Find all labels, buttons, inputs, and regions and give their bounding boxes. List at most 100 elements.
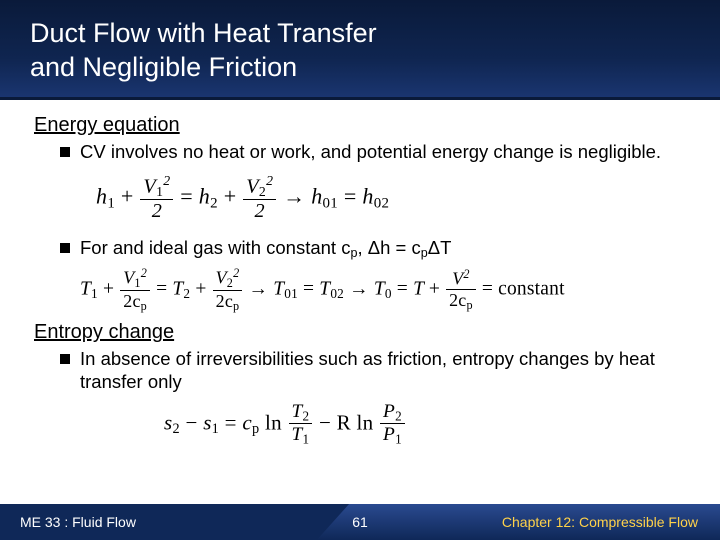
eq-sub: 2	[259, 184, 266, 199]
eq-den: 2	[243, 200, 276, 223]
eq-sub: 1	[303, 431, 310, 446]
eq-sym: h	[96, 183, 107, 208]
slide-title: Duct Flow with Heat Transfer and Negligi…	[30, 17, 690, 85]
eq-sym: T	[292, 401, 303, 422]
eq-minus: −	[185, 410, 203, 434]
page-number: 61	[352, 504, 368, 540]
arrow-icon: →	[248, 279, 273, 300]
eq-sym: T	[413, 279, 424, 300]
fraction: T2 T1	[289, 402, 313, 447]
footer-right: Chapter 12: Compressible Flow	[317, 504, 720, 540]
bullet-frag: For and ideal gas with constant c	[80, 237, 350, 258]
eq-sub: 02	[330, 286, 344, 301]
square-bullet-icon	[60, 354, 70, 364]
eq-sub: 01	[284, 286, 298, 301]
bullet-item: In absence of irreversibilities such as …	[60, 348, 686, 393]
eq-rln: − R ln	[319, 410, 374, 434]
bullet-item: CV involves no heat or work, and potenti…	[60, 141, 686, 164]
eq-sub: 2	[303, 408, 310, 423]
eq-den: 2c	[216, 291, 233, 311]
eq-sub: 1	[107, 195, 115, 211]
fraction: V12 2cp	[120, 267, 150, 313]
eq-sym: T	[172, 279, 183, 300]
eq-sym: h	[311, 183, 322, 208]
eq-sym: T	[292, 424, 303, 445]
fraction: V22 2	[243, 174, 276, 223]
slide-content: Energy equation CV involves no heat or w…	[0, 100, 720, 447]
eq-const: = constant	[482, 279, 565, 300]
eq-equals: =	[180, 183, 199, 208]
fraction: P2 P1	[380, 402, 405, 447]
eq-sym: P	[383, 424, 395, 445]
arrow-icon: →	[349, 279, 374, 300]
eq-sym: c	[242, 410, 252, 434]
title-line-1: Duct Flow with Heat Transfer	[30, 18, 377, 48]
eq-equals: =	[397, 279, 413, 300]
slide-header: Duct Flow with Heat Transfer and Negligi…	[0, 0, 720, 100]
eq-equals: =	[225, 410, 243, 434]
eq-sub: 02	[374, 195, 390, 211]
equation-energy: h1 + V12 2 = h2 + V22 2 → h01 = h02	[96, 174, 686, 223]
eq-equals: =	[344, 183, 363, 208]
arrow-icon: →	[283, 183, 311, 208]
eq-plus: +	[429, 279, 445, 300]
eq-sup: 2	[233, 266, 239, 280]
eq-sym: T	[273, 279, 284, 300]
eq-plus: +	[224, 183, 243, 208]
eq-sub: 2	[395, 408, 402, 423]
eq-plus: +	[195, 279, 211, 300]
eq-sub: p	[252, 420, 259, 436]
eq-sub: 2	[183, 286, 190, 301]
eq-sym: T	[80, 279, 91, 300]
title-line-2: and Negligible Friction	[30, 52, 297, 82]
eq-sym: T	[319, 279, 330, 300]
fraction: V2 2cp	[446, 268, 476, 312]
eq-den: 2c	[449, 290, 466, 310]
eq-sub: 01	[323, 195, 339, 211]
eq-equals: =	[156, 279, 172, 300]
eq-sub: 1	[91, 286, 98, 301]
eq-den: 2	[140, 200, 173, 223]
eq-sub: 1	[395, 431, 402, 446]
eq-sym: V	[216, 268, 227, 288]
eq-sym: V	[246, 175, 259, 197]
eq-sub: p	[141, 299, 147, 313]
eq-sub: 2	[172, 420, 179, 436]
footer-left: ME 33 : Fluid Flow	[0, 504, 360, 540]
eq-sub: 0	[385, 286, 392, 301]
eq-sym: V	[452, 269, 463, 289]
slide-footer: ME 33 : Fluid Flow Chapter 12: Compressi…	[0, 504, 720, 540]
square-bullet-icon	[60, 147, 70, 157]
eq-sup: 2	[266, 173, 273, 188]
equation-temperature: T1 + V12 2cp = T2 + V22 2cp → T01 = T02 …	[80, 267, 686, 313]
eq-ln: ln	[265, 410, 282, 434]
eq-equals: =	[303, 279, 319, 300]
section-entropy-heading: Entropy change	[34, 321, 686, 344]
bullet-frag: ΔT	[428, 237, 452, 258]
eq-sup: 2	[163, 173, 170, 188]
eq-sup: 2	[463, 267, 469, 281]
eq-sub: 2	[210, 195, 218, 211]
eq-sym: T	[374, 279, 385, 300]
eq-den: 2c	[123, 291, 140, 311]
eq-sub: p	[466, 298, 472, 312]
eq-sym: s	[203, 410, 211, 434]
fraction: V12 2	[140, 174, 173, 223]
eq-sup: 2	[141, 266, 147, 280]
eq-plus: +	[121, 183, 140, 208]
section-energy-heading: Energy equation	[34, 114, 686, 137]
eq-sym: h	[362, 183, 373, 208]
bullet-text: In absence of irreversibilities such as …	[80, 348, 686, 393]
eq-sym: h	[199, 183, 210, 208]
eq-plus: +	[103, 279, 119, 300]
fraction: V22 2cp	[213, 267, 243, 313]
bullet-frag: , Δh = c	[357, 237, 420, 258]
equation-entropy: s2 − s1 = cp ln T2 T1 − R ln P2 P1	[164, 402, 686, 447]
eq-sym: V	[123, 268, 134, 288]
eq-sym: V	[143, 175, 156, 197]
bullet-text: For and ideal gas with constant c p, Δh =…	[80, 237, 451, 261]
bullet-text: CV involves no heat or work, and potenti…	[80, 141, 661, 164]
bullet-item: For and ideal gas with constant c p, Δh =…	[60, 237, 686, 261]
eq-sub: 1	[212, 420, 219, 436]
bullet-sub: p	[421, 246, 428, 260]
